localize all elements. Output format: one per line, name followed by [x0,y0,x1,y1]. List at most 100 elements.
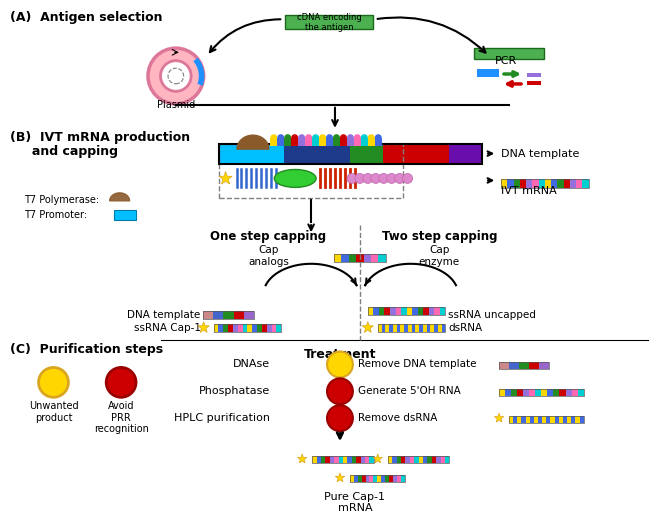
Bar [553,389,559,396]
Circle shape [355,173,365,183]
Bar [319,138,326,146]
Bar [378,324,381,332]
Bar [522,416,526,423]
Text: One step capping: One step capping [211,230,326,243]
Bar [530,416,534,423]
Bar [326,138,333,146]
Bar [363,254,371,262]
Bar [365,456,369,463]
Bar [529,363,539,369]
Bar [361,475,365,482]
Bar [415,324,419,332]
Bar [539,179,545,189]
Circle shape [375,134,382,141]
Bar [414,456,418,463]
Bar [555,416,559,423]
Bar [392,456,397,463]
Bar [373,475,377,482]
Bar [333,138,340,146]
Bar [349,254,356,262]
Bar [423,307,429,315]
Text: Pure Cap-1
mRNA: Pure Cap-1 mRNA [324,492,385,514]
Bar [365,475,369,482]
Bar [551,179,557,189]
Bar [377,475,381,482]
Bar [416,144,449,163]
Bar [438,324,442,332]
Bar [354,475,357,482]
Bar [361,138,368,146]
Bar [511,389,517,396]
Circle shape [277,134,284,141]
Polygon shape [495,413,504,422]
Bar [213,311,223,319]
Polygon shape [335,473,345,482]
Circle shape [148,48,204,104]
Text: (C)  Purification steps: (C) Purification steps [10,343,163,356]
Bar [434,307,440,315]
Bar [378,324,446,332]
Bar [440,307,446,315]
Bar [388,456,449,463]
Bar [389,475,393,482]
Bar [567,416,571,423]
Bar [570,179,576,189]
Bar [408,324,412,332]
Bar [385,307,390,315]
Bar [388,456,392,463]
Bar [262,324,267,332]
Circle shape [333,134,340,141]
Bar [354,138,361,146]
Bar [412,307,418,315]
Bar [520,179,526,189]
Text: Phosphatase: Phosphatase [199,386,270,396]
Bar [419,324,423,332]
Polygon shape [297,454,307,463]
Bar [513,416,517,423]
Bar [371,254,378,262]
Bar [401,324,404,332]
Bar [218,144,252,163]
Bar [334,456,338,463]
Bar [378,254,386,262]
Bar [526,416,530,423]
Bar [244,311,254,319]
Bar [369,456,374,463]
Bar [405,456,410,463]
Text: HPLC purification: HPLC purification [174,413,270,423]
Circle shape [327,352,353,377]
Circle shape [305,134,312,141]
Bar [499,363,509,369]
Bar [397,324,401,332]
Text: (B)  IVT mRNA production: (B) IVT mRNA production [10,130,190,144]
Polygon shape [219,171,232,184]
Bar [505,389,511,396]
Bar [527,73,541,77]
Bar [557,179,563,189]
Bar [203,311,254,319]
Bar [440,456,445,463]
Bar [579,416,584,423]
Circle shape [284,134,291,141]
Bar [534,416,538,423]
Bar [499,389,584,396]
Bar [214,324,218,332]
Bar [393,475,397,482]
Bar [223,324,228,332]
Bar [248,324,252,332]
Bar [385,324,389,332]
Bar [390,307,395,315]
Bar [527,81,541,85]
Circle shape [312,134,319,141]
Polygon shape [373,454,383,463]
Text: ssRNA Cap-1: ssRNA Cap-1 [134,323,201,333]
Bar [499,389,505,396]
Bar [519,363,529,369]
Bar [252,324,257,332]
Text: IVT mRNA: IVT mRNA [501,187,557,196]
Bar [536,389,542,396]
Bar [223,311,234,319]
Bar [507,179,514,189]
Bar [218,144,482,163]
Text: T7 Polymerase:: T7 Polymerase: [24,195,99,205]
